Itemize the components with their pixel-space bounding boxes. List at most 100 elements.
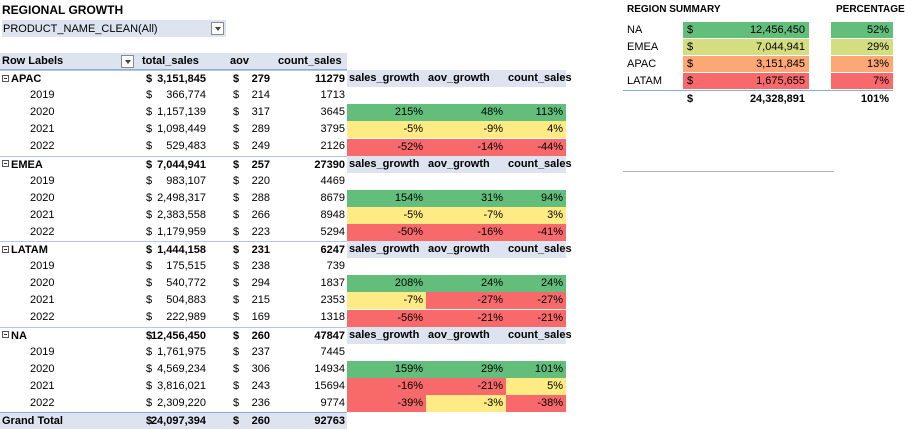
currency-symbol: $	[233, 362, 240, 375]
year-row: 2021 $3,816,021 $243 15694	[0, 378, 347, 395]
summary-value: 12,456,450	[749, 24, 805, 36]
year-label: 2019	[30, 89, 55, 102]
currency-symbol: $	[687, 41, 694, 53]
growth-cell: -27%	[426, 292, 506, 310]
grand-total-sales: 24,097,394	[150, 414, 206, 427]
growth-row: -56% -21% -21%	[347, 309, 566, 327]
filter-value: (All)	[138, 22, 158, 35]
filter-dropdown-button[interactable]	[211, 22, 224, 35]
summary-value: 3,151,845	[756, 58, 805, 70]
currency-symbol: $	[687, 75, 694, 87]
growth-header-row: sales_growth aov_growth count_sales	[347, 241, 572, 259]
currency-symbol: $	[233, 174, 240, 187]
growth-cell: -56%	[347, 309, 426, 327]
row-labels-filter-button[interactable]	[121, 55, 134, 68]
year-label: 2019	[30, 174, 55, 187]
sales-growth-header: sales_growth	[349, 72, 420, 85]
pivot-table: Row Labels total_sales aov count_sales A…	[0, 53, 347, 430]
region-row[interactable]: EMEA $7,044,941 $257 27390	[0, 155, 347, 174]
total-sales-value: 3,151,845	[157, 73, 206, 86]
growth-header-row: sales_growth aov_growth count_sales	[347, 70, 572, 88]
growth-row: 208% 24% 24%	[347, 275, 566, 293]
currency-symbol: $	[687, 93, 694, 105]
total-sales-value: 2,383,558	[157, 208, 206, 221]
total-sales-value: 1,098,449	[157, 123, 206, 136]
total-sales-value: 1,157,139	[157, 106, 206, 119]
currency-symbol: $	[233, 414, 240, 427]
total-sales-value: 2,498,317	[157, 191, 206, 204]
growth-row: 154% 31% 94%	[347, 189, 566, 207]
year-label: 2019	[30, 260, 55, 273]
region-row[interactable]: NA $12,456,450 $260 47847	[0, 326, 347, 345]
summary-row: LATAM $1,675,655 7%	[623, 73, 893, 90]
year-row: 2021 $1,098,449 $289 3795	[0, 121, 347, 138]
collapse-icon[interactable]	[2, 245, 9, 253]
year-label: 2020	[30, 277, 55, 290]
currency-symbol: $	[233, 123, 240, 136]
currency-symbol: $	[233, 73, 240, 86]
aov-growth-header: aov_growth	[428, 328, 490, 341]
growth-row: -16% -21% 5%	[347, 377, 566, 395]
product-filter[interactable]: PRODUCT_NAME_CLEAN (All)	[2, 20, 226, 37]
region-row[interactable]: APAC $3,151,845 $279 11279	[0, 70, 347, 87]
region-name: LATAM	[11, 244, 48, 257]
currency-symbol: $	[233, 140, 240, 153]
region-summary-title: REGION SUMMARY	[627, 4, 721, 15]
currency-symbol: $	[146, 329, 153, 342]
grand-total-row: Grand Total $24,097,394 $260 92763	[0, 411, 347, 430]
currency-symbol: $	[233, 260, 240, 273]
year-row: 2022 $529,483 $249 2126	[0, 138, 347, 155]
aov-value: 289	[251, 123, 270, 136]
currency-symbol: $	[146, 379, 153, 392]
region-name: APAC	[11, 73, 42, 86]
region-row[interactable]: LATAM $1,444,158 $231 6247	[0, 241, 347, 258]
region-label[interactable]: EMEA	[2, 157, 43, 174]
currency-symbol: $	[146, 174, 153, 187]
currency-symbol: $	[233, 311, 240, 324]
region-label[interactable]: LATAM	[2, 242, 48, 259]
currency-symbol: $	[687, 58, 694, 70]
growth-cell: 29%	[426, 360, 506, 378]
count-sales-growth-header: count_sales	[508, 243, 572, 256]
growth-cell: -16%	[426, 224, 506, 242]
year-label: 2022	[30, 225, 55, 238]
currency-symbol: $	[146, 73, 153, 86]
aov-value: 220	[251, 174, 270, 187]
collapse-icon[interactable]	[2, 74, 9, 82]
total-sales-value: 529,483	[166, 140, 206, 153]
total-sales-value: 540,772	[166, 277, 206, 290]
growth-cell: -21%	[426, 309, 506, 327]
aov-growth-header: aov_growth	[428, 72, 490, 85]
growth-row: -5% -9% 4%	[347, 121, 566, 139]
total-sales-value: 175,515	[166, 260, 206, 273]
summary-value-cell: $7,044,941	[683, 39, 809, 55]
currency-symbol: $	[146, 345, 153, 358]
growth-cell: -39%	[347, 395, 426, 413]
currency-symbol: $	[233, 329, 240, 342]
currency-symbol: $	[146, 244, 153, 257]
total-sales-value: 1,761,975	[157, 345, 206, 358]
currency-symbol: $	[233, 345, 240, 358]
year-label: 2022	[30, 140, 55, 153]
growth-cell: -14%	[426, 138, 506, 156]
collapse-icon[interactable]	[2, 160, 9, 168]
year-label: 2019	[30, 345, 55, 358]
summary-pct: 13%	[831, 56, 893, 72]
currency-symbol: $	[146, 191, 153, 204]
aov-value: 223	[251, 225, 270, 238]
count-sales-value: 8679	[320, 191, 345, 204]
year-row: 2019 $983,107 $220 4469	[0, 173, 347, 190]
percentage-title: PERCENTAGE	[836, 4, 905, 15]
growth-row: -5% -7% 3%	[347, 206, 566, 224]
currency-symbol: $	[233, 379, 240, 392]
growth-cell: -9%	[426, 121, 506, 139]
region-label[interactable]: APAC	[2, 71, 41, 88]
currency-symbol: $	[146, 225, 153, 238]
year-row: 2021 $504,883 $215 2353	[0, 292, 347, 309]
currency-symbol: $	[233, 191, 240, 204]
region-label[interactable]: NA	[2, 328, 27, 345]
total-sales-value: 222,989	[166, 311, 206, 324]
aov-value: 279	[251, 73, 270, 86]
year-label: 2021	[30, 123, 55, 136]
collapse-icon[interactable]	[2, 331, 9, 339]
